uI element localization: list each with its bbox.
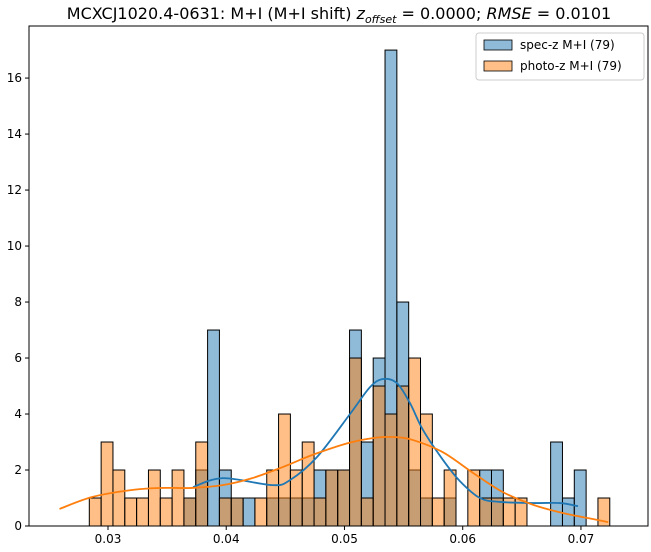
bar-photo-z	[124, 497, 138, 527]
x-tick-label: 0.06	[449, 532, 476, 546]
bar-spec-z	[242, 497, 256, 527]
bar-photo-z	[384, 413, 398, 527]
legend-label-photo-z: photo-z M+I (79)	[520, 59, 622, 73]
y-tick-label: 16	[7, 71, 22, 85]
bar-photo-z	[420, 413, 433, 527]
y-tick-label: 10	[7, 239, 22, 253]
chart-title: MCXCJ1020.4-0631: M+I (M+I shift) zoffse…	[67, 4, 611, 26]
bar-photo-z	[88, 497, 102, 527]
bar-photo-z	[112, 469, 126, 527]
y-tick-label: 12	[7, 183, 22, 197]
legend: spec-z M+I (79) photo-z M+I (79)	[475, 32, 645, 81]
x-tick-label: 0.05	[331, 532, 358, 546]
kde-line-spec-z	[192, 377, 579, 508]
bar-spec-z	[561, 497, 575, 527]
bar-photo-z	[431, 497, 445, 527]
bar-photo-z	[230, 497, 244, 527]
bar-spec-z	[207, 329, 220, 527]
kde-layer	[59, 377, 609, 523]
bar-photo-z	[467, 469, 481, 527]
bar-photo-z	[147, 469, 161, 527]
y-tick-label: 2	[14, 463, 22, 477]
x-tick-label: 0.07	[568, 532, 595, 546]
kde-line-photo-z	[59, 435, 609, 523]
bar-photo-z	[278, 413, 291, 527]
bars-layer	[88, 49, 611, 527]
x-tick-label: 0.03	[95, 532, 122, 546]
x-tick-label: 0.04	[213, 532, 240, 546]
bar-photo-z	[372, 385, 386, 527]
bar-photo-z	[443, 469, 457, 527]
bar-photo-z	[337, 469, 351, 527]
y-axis: 0 2 4 6 8 10 12 14 16	[7, 71, 29, 533]
bar-photo-z	[100, 441, 114, 527]
bar-photo-z	[171, 469, 185, 527]
bar-photo-z	[254, 497, 268, 527]
bar-photo-z	[266, 469, 280, 527]
y-tick-label: 6	[14, 351, 22, 365]
plot-frame	[28, 25, 649, 527]
bar-photo-z	[313, 497, 327, 527]
bar-photo-z	[136, 497, 149, 527]
bar-photo-z	[183, 497, 197, 527]
bar-photo-z	[325, 469, 339, 527]
y-tick-label: 14	[7, 127, 22, 141]
legend-swatch-spec-z	[483, 39, 513, 51]
y-tick-label: 8	[14, 295, 22, 309]
bar-photo-z	[396, 385, 410, 527]
legend-box	[475, 32, 645, 81]
bar-photo-z	[159, 497, 173, 527]
y-tick-label: 4	[14, 407, 22, 421]
bar-photo-z	[360, 497, 374, 527]
bar-photo-z	[218, 497, 232, 527]
legend-label-spec-z: spec-z M+I (79)	[520, 38, 615, 52]
bar-photo-z	[479, 497, 492, 527]
x-axis: 0.03 0.04 0.05 0.06 0.07	[95, 526, 595, 546]
y-tick-label: 0	[14, 519, 22, 533]
legend-swatch-photo-z	[483, 60, 513, 72]
